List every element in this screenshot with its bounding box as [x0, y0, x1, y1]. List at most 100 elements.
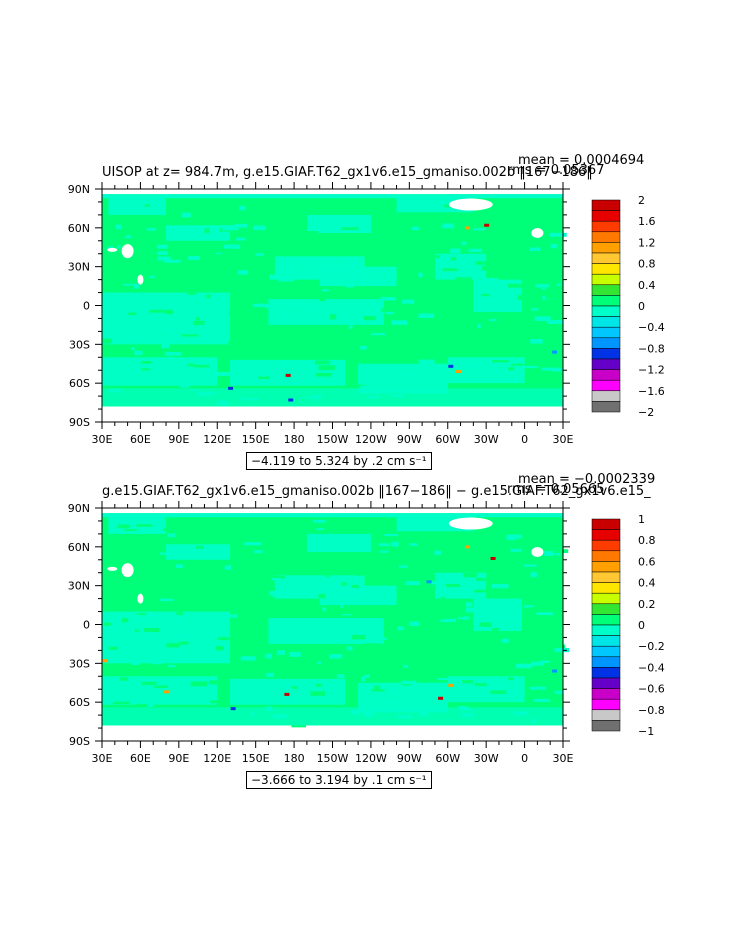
anomaly-mark: [464, 545, 470, 549]
colorbar-swatch: [591, 688, 621, 700]
field-speckle: [179, 611, 183, 616]
field-speckle: [110, 318, 115, 323]
field-speckle: [434, 330, 449, 334]
field-speckle: [326, 573, 330, 578]
field-speckle: [164, 259, 181, 263]
anomaly-mark: [455, 370, 461, 374]
field-speckle: [253, 225, 266, 231]
field-speckle: [239, 600, 248, 604]
x-tick-label: 150E: [242, 752, 270, 765]
field-speckle: [488, 663, 506, 669]
field-speckle: [322, 607, 327, 612]
field-speckle: [556, 283, 561, 286]
field-speckle: [318, 593, 325, 599]
field-speckle: [255, 253, 264, 256]
colorbar-swatch: [591, 709, 621, 721]
field-speckle: [302, 231, 319, 235]
field-speckle: [421, 665, 431, 670]
land-patch: [137, 593, 144, 604]
anomaly-mark: [464, 226, 470, 230]
field-speckle: [545, 261, 561, 266]
field-speckle: [329, 654, 343, 659]
field-speckle: [507, 367, 515, 371]
x-tick-label: 30E: [92, 752, 113, 765]
field-speckle: [503, 614, 519, 620]
colorbar-swatch: [591, 645, 621, 658]
field-speckle: [107, 285, 116, 288]
field-speckle: [117, 524, 130, 529]
colorbar-label: −0.6: [638, 683, 665, 696]
field-speckle: [264, 653, 272, 659]
y-tick-label: 60S: [69, 377, 90, 390]
colorbar-label: 0.2: [638, 598, 656, 611]
colorbar-swatch: [591, 358, 621, 370]
colorbar-swatch: [591, 220, 621, 233]
field-speckle: [144, 601, 161, 605]
plot-title: g.e15.GIAF.T62_gx1v6.e15_gmaniso.002b ‖1…: [102, 484, 651, 499]
field-speckle: [275, 233, 286, 237]
field-speckle: [505, 331, 520, 335]
field-speckle: [549, 232, 567, 237]
field-speckle: [156, 357, 166, 361]
land-patch: [531, 228, 544, 239]
field-speckle: [158, 267, 176, 273]
y-tick-label: 30N: [68, 261, 90, 274]
field-speckle: [271, 578, 282, 581]
field-speckle: [533, 698, 551, 702]
negative-region: [166, 225, 231, 241]
negative-region: [434, 253, 487, 280]
field-speckle: [510, 548, 522, 552]
field-speckle: [108, 646, 118, 650]
field-speckle: [506, 664, 512, 669]
colorbar-label: 0.6: [638, 555, 656, 568]
colorbar-swatch: [591, 337, 621, 349]
field-speckle: [258, 376, 270, 380]
field-speckle: [456, 297, 473, 302]
field-speckle: [293, 540, 302, 543]
field-speckle: [271, 353, 284, 358]
field-speckle: [187, 519, 200, 524]
colorbar-label: −1.6: [638, 385, 665, 398]
colorbar-label: 0.4: [638, 577, 656, 590]
field-speckle: [527, 300, 539, 304]
field-speckle: [479, 622, 492, 627]
field-speckle: [249, 296, 255, 301]
field-speckle: [140, 231, 147, 235]
field-speckle: [154, 685, 169, 688]
field-speckle: [134, 350, 143, 356]
field-speckle: [548, 344, 554, 348]
field-speckle: [527, 573, 533, 578]
field-speckle: [312, 519, 326, 523]
field-speckle: [540, 660, 551, 663]
field-speckle: [265, 304, 273, 309]
map-plot: 30E 60E 90E 120E 150E 180 150W 120W 90W 60W 30W 0 30…: [68, 182, 665, 446]
field-speckle: [384, 533, 399, 537]
land-patch: [448, 517, 493, 530]
field-speckle: [185, 264, 195, 267]
field-speckle: [418, 619, 428, 623]
field-speckle: [501, 638, 509, 643]
field-speckle: [402, 257, 406, 263]
field-speckle: [134, 545, 148, 550]
field-speckle: [341, 609, 358, 615]
field-speckle: [468, 248, 483, 253]
colorbar-swatch: [591, 603, 621, 615]
field-speckle: [224, 565, 232, 570]
y-tick-label: 0: [83, 300, 90, 313]
field-speckle: [437, 677, 453, 681]
colorbar-label: 0.8: [638, 534, 656, 547]
field-speckle: [134, 629, 139, 632]
field-speckle: [134, 230, 146, 234]
field-speckle: [206, 294, 211, 299]
x-tick-label: 30E: [553, 752, 574, 765]
negative-region: [447, 676, 525, 703]
y-tick-label: 30S: [69, 338, 90, 351]
rms-label: rms = 0.05367: [507, 163, 605, 178]
field-speckle: [164, 309, 173, 315]
field-speckle: [230, 648, 241, 653]
field-speckle: [506, 534, 522, 539]
anomaly-mark: [284, 692, 290, 696]
field-speckle: [181, 334, 199, 337]
field-speckle: [517, 295, 533, 301]
y-tick-label: 90N: [68, 183, 90, 196]
